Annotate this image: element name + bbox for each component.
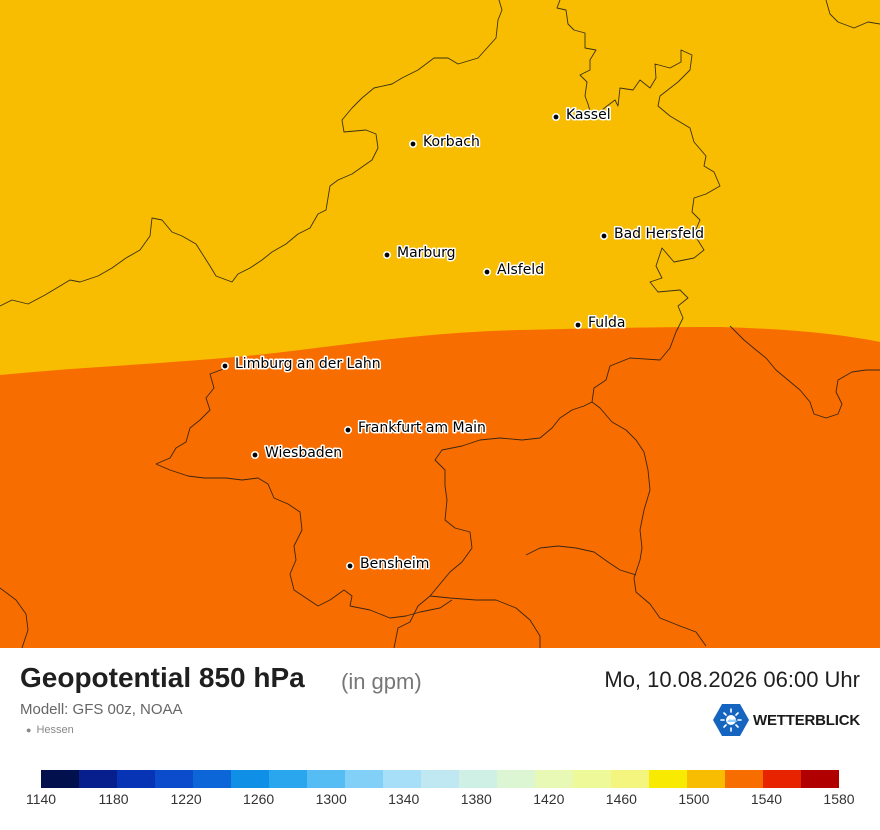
color-legend-tick: 1500 xyxy=(678,791,710,807)
color-legend-segment xyxy=(649,770,687,788)
color-legend-tick: 1180 xyxy=(98,791,129,807)
city-label: Bad Hersfeld xyxy=(614,226,704,242)
valid-datetime: Mo, 10.08.2026 06:00 Uhr xyxy=(604,667,860,692)
city-label: Alsfeld xyxy=(497,262,544,278)
district-borders xyxy=(0,0,880,648)
city-label: Marburg xyxy=(397,245,456,261)
color-legend-segment xyxy=(117,770,155,788)
brand-name: WETTERBLICK xyxy=(753,711,860,729)
city-dot xyxy=(573,320,582,329)
brand-logo[interactable]: WETTERBLICK xyxy=(713,703,860,737)
color-legend-segment xyxy=(497,770,535,788)
color-legend-segment xyxy=(383,770,421,788)
color-legend-segment xyxy=(79,770,117,788)
bullet-icon: ● xyxy=(26,725,32,735)
color-legend-tick: 1420 xyxy=(533,791,565,807)
city-dot xyxy=(345,561,354,570)
map-title: Geopotential 850 hPa xyxy=(20,662,305,693)
city-markers: Kassel Korbach Bad Hersfeld Marburg Alsfeld F… xyxy=(221,106,706,574)
color-legend-tick: 1580 xyxy=(823,791,855,807)
city-dot xyxy=(599,232,608,241)
city-label: Frankfurt am Main xyxy=(358,420,486,436)
city-label: Korbach xyxy=(423,134,480,150)
color-legend-tick: 1220 xyxy=(170,791,202,807)
color-legend-tick: 1260 xyxy=(243,791,275,807)
city-dot xyxy=(382,251,391,260)
region-name: Hessen xyxy=(36,724,74,736)
color-legend-tick: 1460 xyxy=(605,791,637,807)
city-dot xyxy=(551,113,560,122)
color-legend-segment xyxy=(345,770,383,788)
city-label: Kassel xyxy=(566,107,611,123)
city-label: Limburg an der Lahn xyxy=(235,356,381,372)
color-legend-segment xyxy=(459,770,497,788)
city-dot xyxy=(343,425,352,434)
city-label: Wiesbaden xyxy=(265,445,342,461)
color-legend-segment xyxy=(41,770,79,788)
region-label: ● Hessen xyxy=(26,724,74,736)
weather-map: Kassel Korbach Bad Hersfeld Marburg Alsfeld F… xyxy=(0,0,880,648)
city-dot xyxy=(408,140,417,149)
map-footer: Geopotential 850 hPa (in gpm) Mo, 10.08.… xyxy=(0,648,880,830)
color-legend-segment xyxy=(535,770,573,788)
city-dot xyxy=(221,361,230,370)
color-legend-segment xyxy=(611,770,649,788)
color-legend-segment xyxy=(573,770,611,788)
color-legend-segment xyxy=(269,770,307,788)
color-legend-tick: 1340 xyxy=(388,791,420,807)
color-legend-segment xyxy=(687,770,725,788)
color-legend-segment xyxy=(307,770,345,788)
color-legend-segment xyxy=(725,770,763,788)
color-legend-segment xyxy=(155,770,193,788)
field-1520-1540 xyxy=(0,327,880,648)
model-info: Modell: GFS 00z, NOAA xyxy=(20,701,183,718)
color-legend-tick: 1540 xyxy=(750,791,783,807)
city-dot xyxy=(251,450,260,459)
color-legend-ticks: 1140 1180 1220 1260 1300 1340 1380 1420 1460 1500… xyxy=(0,791,880,811)
color-legend-segment xyxy=(421,770,459,788)
unit-label: (in gpm) xyxy=(341,669,422,694)
city-dot xyxy=(482,267,491,276)
color-legend xyxy=(41,770,839,788)
sun-icon xyxy=(713,704,750,736)
city-label: Bensheim xyxy=(360,556,429,572)
color-legend-tick: 1300 xyxy=(315,791,347,807)
color-legend-tick: 1380 xyxy=(460,791,492,807)
color-legend-segment xyxy=(193,770,231,788)
color-legend-segment xyxy=(801,770,839,788)
city-label: Fulda xyxy=(588,315,626,331)
color-legend-segment xyxy=(763,770,801,788)
color-legend-segment xyxy=(231,770,269,788)
color-legend-tick: 1140 xyxy=(25,791,57,807)
